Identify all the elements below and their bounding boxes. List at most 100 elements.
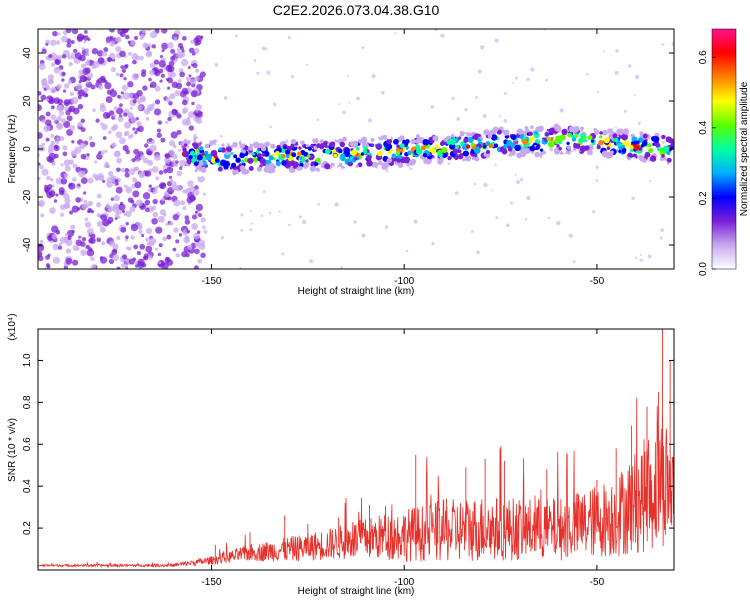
spectrogram-noise-cell [165,222,169,226]
spectrogram-noise-cell [78,235,82,239]
spectrogram-noise-cell [81,63,87,69]
spectrogram-ridge-cell [406,162,410,167]
spectrogram-ridge-cell [452,148,459,155]
spectrogram-noise-cell [129,39,136,46]
spectrogram-ylabel: Frequency (Hz) [7,115,18,184]
spectrogram-noise-cell [149,144,157,152]
spectrogram-noise-cell [66,115,73,122]
spectrogram-noise-cell [197,175,205,183]
spectrogram-ridge-cell [315,157,321,163]
spectrogram-noise-cell [136,251,141,256]
spectrogram-noise-cell [515,179,521,185]
spectrogram-noise-cell [113,194,120,202]
spectrogram-ridge-cell [622,149,626,154]
spectrogram-ridge-cell [586,121,590,125]
spectrogram-noise-cell [45,111,51,117]
spectrogram-ridge-cell [446,125,453,133]
spectrogram-ridge-cell [642,133,648,139]
spectrogram-ridge-cell [647,147,654,154]
spectrogram-ridge-cell [328,169,334,176]
spectrogram-noise-cell [595,165,599,169]
spectrogram-ridge-cell [210,157,217,163]
spectrogram-noise-cell [187,180,194,187]
spectrogram-noise-cell [180,200,186,206]
spectrogram-noise-cell [503,118,508,123]
spectrogram-ridge-cell [573,144,578,149]
spectrogram-noise-cell [661,140,666,144]
spectrogram-noise-cell [67,79,72,85]
snr-ytick-label: 1.0 [22,353,33,367]
spectrogram-noise-cell [194,76,200,82]
spectrogram-noise-cell [192,188,200,196]
spectrogram-ridge-cell [568,126,576,133]
spectrogram-noise-cell [188,74,192,78]
spectrogram-noise-cell [63,173,69,179]
spectrogram-noise-cell [188,47,195,54]
spectrogram-noise-cell [161,49,165,53]
spectrogram-ytick-label: 0 [22,146,33,152]
spectrogram-noise-cell [84,30,88,34]
spectrogram-noise-cell [140,173,145,178]
spectrogram-noise-cell [220,235,225,240]
spectrogram-noise-cell [179,90,187,98]
spectrogram-ridge-cell [553,153,560,161]
spectrogram-noise-cell [134,181,142,189]
spectrogram-noise-cell [525,217,528,221]
spectrogram-noise-cell [168,175,173,179]
spectrogram-ridge-cell [256,166,263,172]
spectrogram-ridge-cell [217,137,223,142]
spectrogram-noise-cell [195,117,203,125]
spectrogram-ridge-cell [386,138,393,145]
spectrogram-noise-cell [85,80,89,84]
spectrogram-noise-cell [116,235,121,240]
spectrogram-ridge-cell [334,134,340,140]
spectrogram-noise-cell [182,206,187,211]
spectrogram-noise-cell [137,104,143,111]
spectrogram-noise-cell [115,46,122,53]
spectrogram-noise-cell [202,192,207,196]
spectrogram-noise-cell [161,42,169,50]
spectrogram-noise-cell [149,69,155,76]
spectrogram-ridge-cell [420,145,426,151]
spectrogram-noise-cell [84,221,92,228]
snr-ylabel: SNR (10 * v/v) [7,418,18,482]
spectrogram-noise-cell [102,179,106,183]
spectrogram-noise-cell [59,136,65,142]
spectrogram-noise-cell [79,75,87,83]
spectrogram-noise-cell [41,142,45,147]
spectrogram-noise-cell [123,212,127,217]
spectrogram-noise-cell [57,32,61,36]
spectrogram-noise-cell [116,167,121,173]
spectrogram-noise-cell [131,73,139,81]
spectrogram-ridge-cell [292,170,299,177]
spectrogram-noise-cell [51,225,59,233]
spectrogram-noise-cell [150,81,157,88]
spectrogram-ridge-cell [554,126,558,130]
spectrogram-noise-cell [125,34,130,40]
spectrogram-noise-cell [114,150,121,157]
spectrogram-noise-cell [189,195,196,202]
spectrogram-noise-cell [114,216,118,221]
spectrogram-noise-cell [46,263,50,267]
spectrogram-noise-cell [640,204,645,209]
spectrogram-noise-cell [198,239,205,247]
spectrogram-noise-cell [40,213,45,218]
spectrogram-ridge-cell [252,157,259,163]
spectrogram-noise-cell [87,177,94,184]
spectrogram-ridge-cell [252,141,260,149]
colorbar-tick-label: 0.0 [698,262,709,276]
spectrogram-noise-cell [38,201,41,206]
spectrogram-ridge-cell [432,135,439,142]
spectrogram-ridge-cell [510,134,517,141]
spectrogram-ridge-cell [281,153,286,159]
spectrogram-ridge-cell [473,128,478,133]
spectrogram-ridge-cell [386,134,392,140]
spectrogram-ridge-cell [640,143,645,148]
spectrogram-ridge-cell [309,165,316,172]
spectrogram-ridge-cell [612,127,617,132]
spectrogram-ridge-cell [360,152,365,156]
spectrogram-ridge-cell [293,165,297,169]
spectrogram-noise-cell [56,122,64,130]
spectrogram-noise-cell [195,104,202,111]
spectrogram-noise-cell [84,67,91,74]
